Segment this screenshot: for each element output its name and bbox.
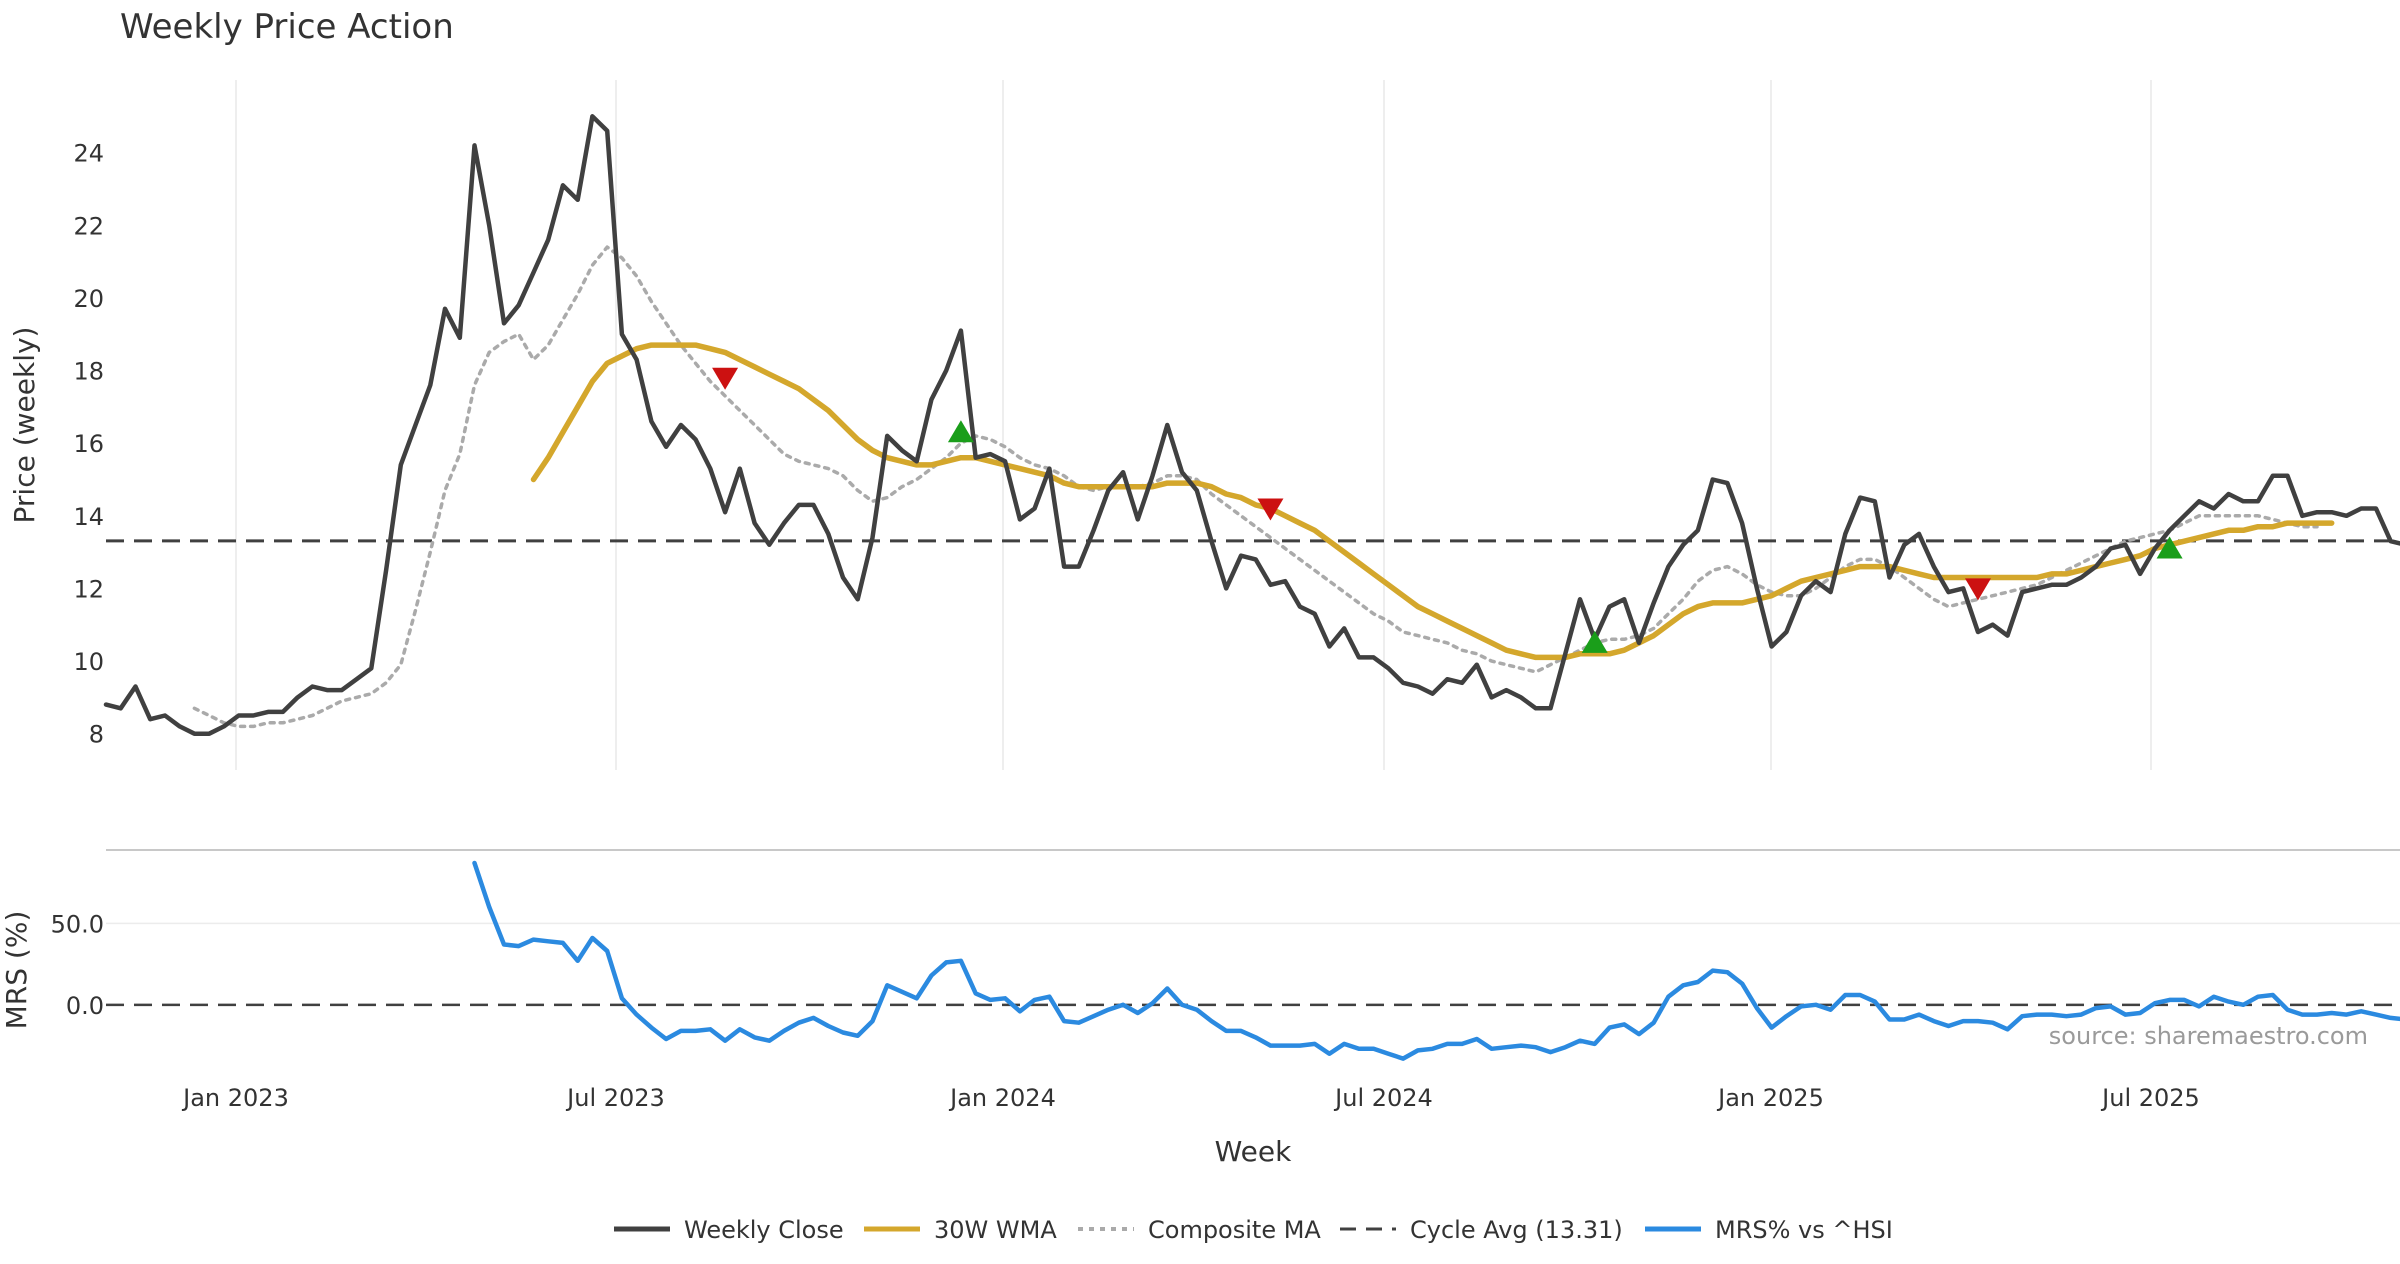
mrs-y-tick-label: 0.0	[66, 992, 104, 1020]
x-tick-label: Jan 2023	[181, 1084, 289, 1112]
series-30w-wma	[534, 345, 2332, 657]
mrs-axis-title: MRS (%)	[0, 911, 33, 1030]
chart-title: Weekly Price Action	[120, 7, 454, 47]
price-axis-title: Price (weekly)	[8, 327, 41, 524]
source-label: source: sharemaestro.com	[2049, 1022, 2368, 1050]
price-y-tick-label: 16	[73, 430, 104, 458]
legend-label: Cycle Avg (13.31)	[1410, 1216, 1623, 1244]
x-tick-label: Jul 2023	[565, 1084, 665, 1112]
axis-labels: 8 10 12 14 16 18 20 22 24 0.0 50.0 Jan 2023 Jul 2023…	[51, 140, 2200, 1112]
legend-label: MRS% vs ^HSI	[1715, 1216, 1893, 1244]
x-tick-label: Jan 2025	[1716, 1084, 1824, 1112]
price-y-tick-label: 20	[73, 285, 104, 313]
price-y-tick-label: 10	[73, 648, 104, 676]
mrs-y-tick-label: 50.0	[51, 910, 104, 938]
x-tick-label: Jul 2024	[1333, 1084, 1433, 1112]
x-tick-label: Jan 2024	[948, 1084, 1056, 1112]
legend: Weekly Close 30W WMA Composite MA Cycle Avg…	[614, 1216, 1893, 1244]
series-layer	[106, 116, 2400, 1058]
legend-label: 30W WMA	[934, 1216, 1057, 1244]
x-tick-label: Jul 2025	[2100, 1084, 2200, 1112]
price-y-tick-label: 24	[73, 140, 104, 168]
sell-signal-marker	[1257, 499, 1283, 521]
signal-markers	[712, 368, 2183, 653]
legend-label: Composite MA	[1148, 1216, 1321, 1244]
price-y-tick-label: 12	[73, 575, 104, 603]
price-y-tick-label: 18	[73, 358, 104, 386]
x-axis-title: Week	[1215, 1135, 1292, 1168]
price-y-tick-label: 8	[89, 721, 104, 749]
price-y-tick-label: 14	[73, 503, 104, 531]
legend-label: Weekly Close	[684, 1216, 844, 1244]
series-weekly-close	[106, 116, 2400, 733]
price-y-tick-label: 22	[73, 212, 104, 240]
reference-lines	[106, 541, 2400, 1005]
series-composite-ma	[194, 247, 2317, 726]
